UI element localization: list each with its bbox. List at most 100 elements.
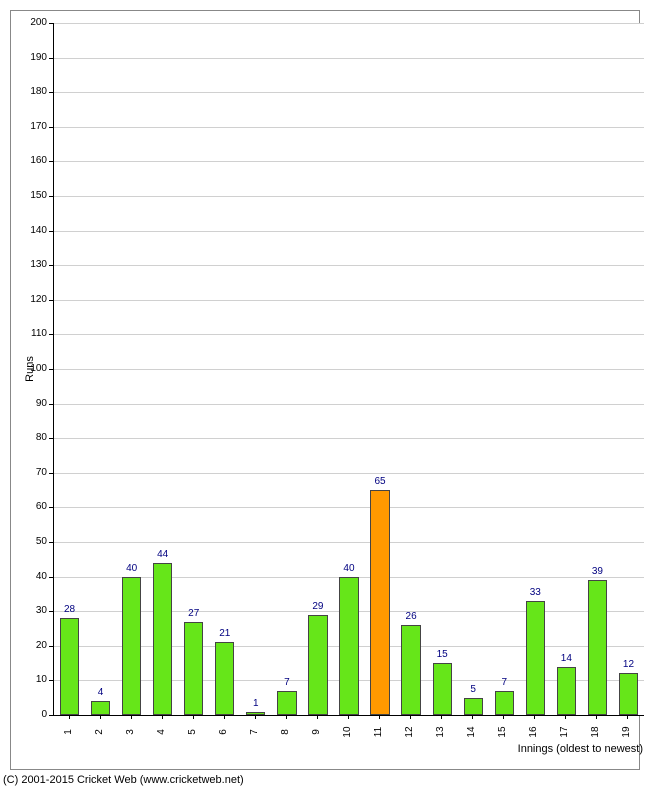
y-tick <box>49 334 53 335</box>
bar <box>557 667 576 715</box>
x-tick-label: 17 <box>560 722 570 742</box>
x-tick <box>441 715 442 719</box>
bar-value-label: 21 <box>209 629 240 639</box>
bar <box>184 622 203 715</box>
bar-value-label: 1 <box>240 699 271 709</box>
x-tick <box>224 715 225 719</box>
y-tick-label: 70 <box>23 468 47 478</box>
y-tick-label: 180 <box>23 87 47 97</box>
x-tick <box>565 715 566 719</box>
x-tick-label: 4 <box>157 722 167 742</box>
y-tick <box>49 542 53 543</box>
x-tick-label: 6 <box>219 722 229 742</box>
x-tick <box>534 715 535 719</box>
gridline <box>54 542 644 543</box>
y-tick-label: 170 <box>23 122 47 132</box>
bar-value-label: 28 <box>54 605 85 615</box>
bar <box>401 625 420 715</box>
chart-container: 284404427211729406526155733143912 Runs I… <box>0 0 650 800</box>
x-tick-label: 15 <box>498 722 508 742</box>
y-tick-label: 110 <box>23 329 47 339</box>
bar-value-label: 29 <box>302 602 333 612</box>
y-tick-label: 10 <box>23 675 47 685</box>
y-tick <box>49 196 53 197</box>
bar-value-label: 26 <box>395 612 426 622</box>
x-tick <box>255 715 256 719</box>
y-tick-label: 140 <box>23 226 47 236</box>
gridline <box>54 404 644 405</box>
bar-value-label: 7 <box>271 678 302 688</box>
gridline <box>54 438 644 439</box>
bar <box>153 563 172 715</box>
y-tick <box>49 92 53 93</box>
y-tick <box>49 58 53 59</box>
x-tick-label: 16 <box>529 722 539 742</box>
bar-value-label: 40 <box>333 564 364 574</box>
y-tick <box>49 646 53 647</box>
x-tick-label: 18 <box>591 722 601 742</box>
x-tick <box>162 715 163 719</box>
y-tick-label: 30 <box>23 606 47 616</box>
gridline <box>54 23 644 24</box>
x-tick <box>193 715 194 719</box>
y-tick-label: 80 <box>23 433 47 443</box>
x-tick-label: 11 <box>374 722 384 742</box>
y-tick-label: 150 <box>23 191 47 201</box>
bar-value-label: 12 <box>613 660 644 670</box>
bar <box>308 615 327 715</box>
gridline <box>54 196 644 197</box>
y-tick <box>49 404 53 405</box>
gridline <box>54 58 644 59</box>
bar-value-label: 39 <box>582 567 613 577</box>
x-tick-label: 8 <box>281 722 291 742</box>
x-tick <box>131 715 132 719</box>
x-tick-label: 2 <box>95 722 105 742</box>
bar-value-label: 27 <box>178 609 209 619</box>
x-tick-label: 5 <box>188 722 198 742</box>
x-axis-label: Innings (oldest to newest) <box>463 743 643 755</box>
plot-area: 284404427211729406526155733143912 <box>53 23 644 716</box>
bar-value-label: 44 <box>147 550 178 560</box>
y-tick-label: 160 <box>23 156 47 166</box>
gridline <box>54 161 644 162</box>
x-tick <box>348 715 349 719</box>
bar <box>215 642 234 715</box>
x-tick <box>410 715 411 719</box>
gridline <box>54 231 644 232</box>
x-tick-label: 12 <box>405 722 415 742</box>
x-tick <box>317 715 318 719</box>
y-tick-label: 20 <box>23 641 47 651</box>
bar-value-label: 4 <box>85 688 116 698</box>
y-tick <box>49 611 53 612</box>
y-tick-label: 50 <box>23 537 47 547</box>
y-tick <box>49 715 53 716</box>
y-tick <box>49 473 53 474</box>
y-tick-label: 130 <box>23 260 47 270</box>
y-tick <box>49 127 53 128</box>
gridline <box>54 127 644 128</box>
x-tick-label: 7 <box>250 722 260 742</box>
y-tick <box>49 23 53 24</box>
bar <box>122 577 141 715</box>
y-tick-label: 90 <box>23 399 47 409</box>
bar-value-label: 7 <box>489 678 520 688</box>
bar <box>339 577 358 715</box>
bar-value-label: 15 <box>427 650 458 660</box>
y-tick <box>49 161 53 162</box>
bar-value-label: 14 <box>551 654 582 664</box>
bar-value-label: 40 <box>116 564 147 574</box>
y-tick-label: 100 <box>23 364 47 374</box>
bar <box>60 618 79 715</box>
x-tick-label: 10 <box>343 722 353 742</box>
y-tick-label: 120 <box>23 295 47 305</box>
copyright-text: (C) 2001-2015 Cricket Web (www.cricketwe… <box>3 774 244 786</box>
x-tick-label: 9 <box>312 722 322 742</box>
y-tick <box>49 577 53 578</box>
x-tick <box>472 715 473 719</box>
gridline <box>54 369 644 370</box>
bar <box>619 673 638 715</box>
bar <box>526 601 545 715</box>
y-tick <box>49 507 53 508</box>
gridline <box>54 334 644 335</box>
y-tick <box>49 369 53 370</box>
